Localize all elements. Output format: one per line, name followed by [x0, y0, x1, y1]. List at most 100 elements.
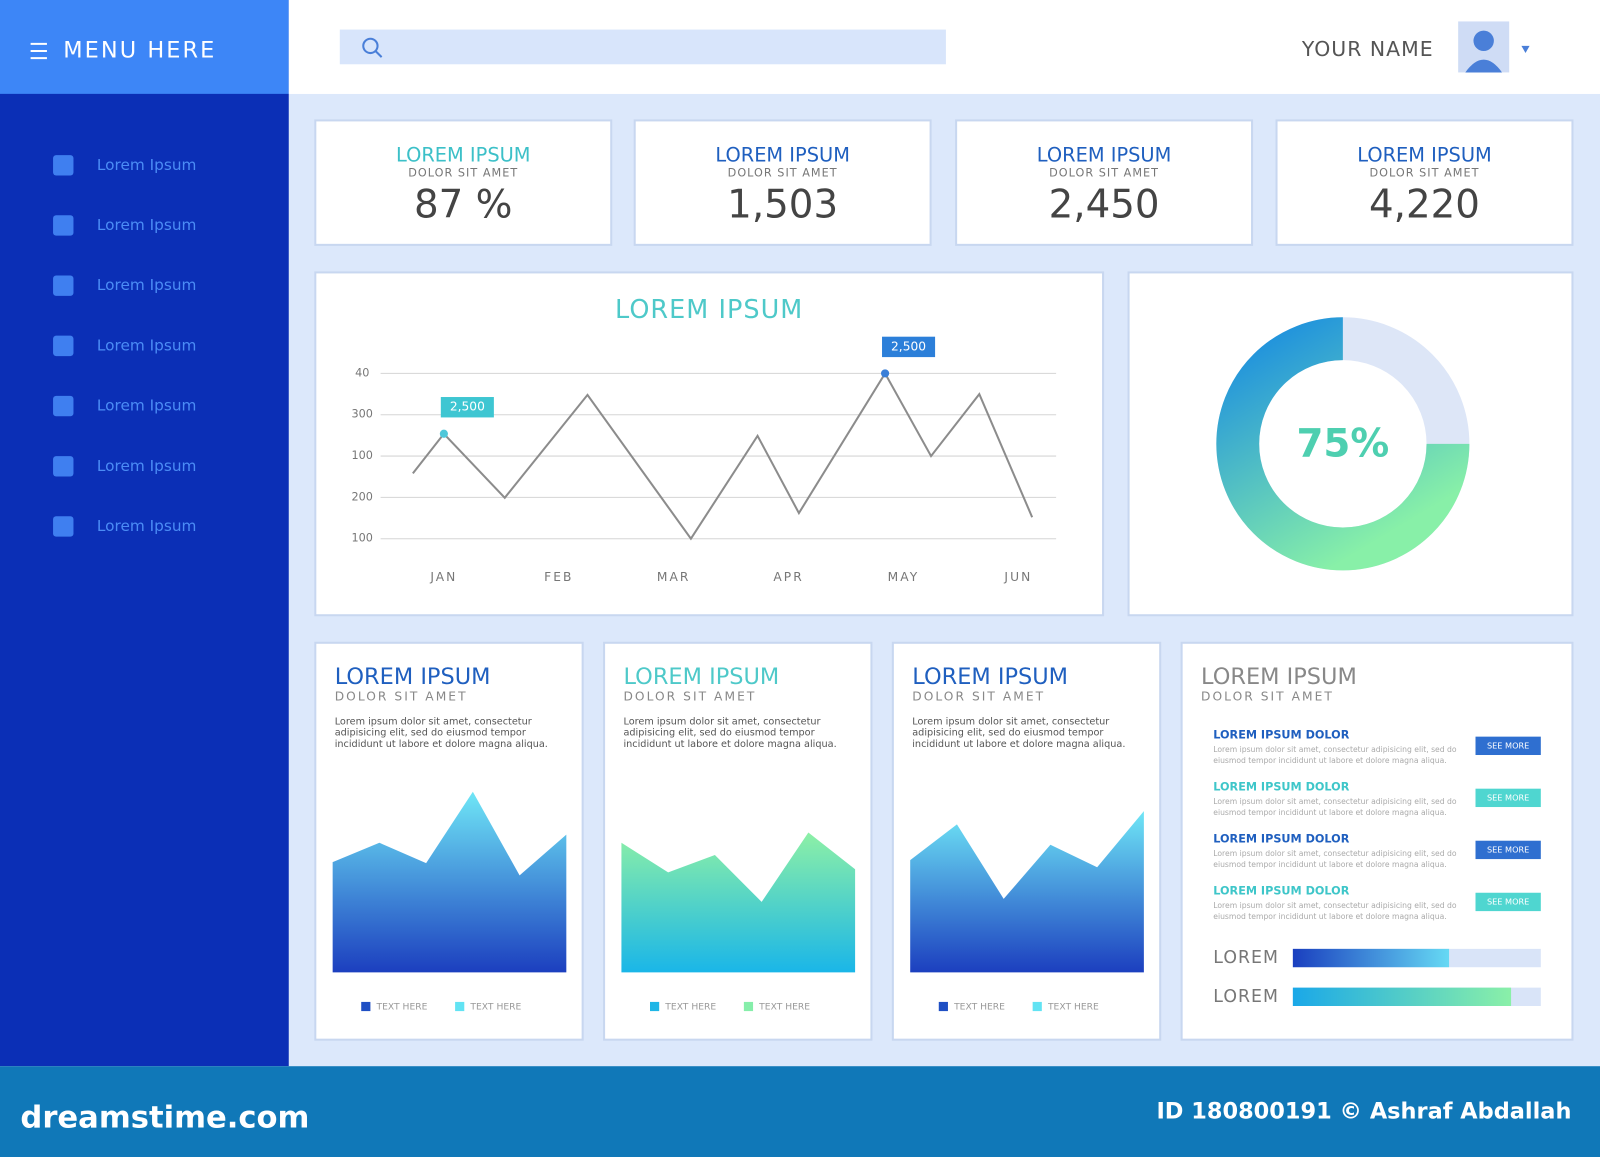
stat-value: 2,450	[1049, 183, 1160, 228]
menu-icon	[53, 215, 74, 236]
menu-item[interactable]: Lorem Ipsum	[97, 397, 197, 415]
button[interactable]	[1475, 892, 1541, 912]
footer	[0, 1066, 1600, 1157]
card-title: LOREM IPSUM	[623, 664, 779, 690]
menu-item[interactable]: Lorem Ipsum	[97, 216, 197, 234]
card	[1275, 119, 1574, 246]
menu-icon	[53, 395, 74, 417]
card	[314, 119, 613, 246]
callout	[882, 336, 936, 358]
button[interactable]	[1475, 736, 1541, 756]
bar-label: LOREM	[1213, 987, 1279, 1007]
card-text: adipisicing elit, sed do eiusmod tempor	[623, 728, 814, 739]
item-title: LOREM IPSUM DOLOR	[1213, 781, 1349, 794]
menu-bar	[0, 0, 289, 94]
stat-value: 4,220	[1369, 183, 1480, 228]
button-label[interactable]: SEE MORE	[1487, 896, 1529, 906]
card-title: LOREM IPSUM	[335, 664, 491, 690]
button-label[interactable]: SEE MORE	[1487, 740, 1529, 750]
area-series	[621, 832, 856, 973]
x-tick-label: MAR	[657, 570, 691, 584]
point	[881, 369, 890, 378]
item-text: Lorem ipsum dolor sit amet, consectetur …	[1213, 745, 1457, 754]
stat-subtitle: DOLOR SIT AMET	[1370, 166, 1480, 179]
stat-title: LOREM IPSUM	[1357, 144, 1492, 167]
user-name[interactable]: YOUR NAME	[1301, 37, 1434, 61]
y-tick-label: 40	[355, 366, 369, 379]
y-tick-label: 100	[352, 532, 373, 545]
card-text: incididunt ut labore et dolore magna ali…	[335, 739, 548, 750]
avatar-body	[1465, 59, 1503, 73]
footer-credit: ID 180800191 © Ashraf Abdallah	[1156, 1099, 1571, 1125]
stat-value: 87 %	[414, 183, 513, 228]
item-title: LOREM IPSUM DOLOR	[1213, 729, 1349, 742]
legend-label: TEXT HERE	[953, 1002, 1005, 1013]
menu-item[interactable]: Lorem Ipsum	[97, 276, 197, 294]
donut-segment	[1216, 317, 1470, 571]
bar-label: LOREM	[1213, 948, 1279, 968]
button[interactable]	[1475, 788, 1541, 808]
item-title: LOREM IPSUM DOLOR	[1213, 885, 1349, 898]
menu-item[interactable]: Lorem Ipsum	[97, 156, 197, 174]
y-tick-label: 300	[352, 408, 373, 421]
menu-icon[interactable]	[30, 42, 47, 60]
x-tick-label: FEB	[544, 570, 573, 584]
card	[314, 271, 1105, 617]
button-label[interactable]: SEE MORE	[1487, 792, 1529, 802]
dropdown-arrow[interactable]	[1521, 45, 1530, 54]
footer-site: dreamstime.com	[20, 1101, 309, 1136]
menu-item[interactable]: Lorem Ipsum	[97, 457, 197, 475]
card-text: incididunt ut labore et dolore magna ali…	[623, 739, 836, 750]
chart-title: LOREM IPSUM	[615, 295, 803, 325]
area-series	[910, 811, 1144, 973]
legend-swatch	[938, 1001, 948, 1012]
button-label[interactable]: SEE MORE	[1487, 844, 1529, 854]
donut-label: 75%	[1296, 421, 1389, 466]
item-text: Lorem ipsum dolor sit amet, consectetur …	[1213, 849, 1457, 858]
menu-item[interactable]: Lorem Ipsum	[97, 517, 197, 535]
stat-subtitle: DOLOR SIT AMET	[728, 166, 838, 179]
bar	[1292, 987, 1512, 1006]
legend-label: TEXT HERE	[469, 1002, 521, 1013]
item-text: Lorem ipsum dolor sit amet, consectetur …	[1213, 901, 1457, 910]
callout	[440, 397, 494, 418]
y-tick-label: 100	[352, 449, 373, 462]
x-tick-label: JUN	[1003, 570, 1032, 584]
item-text: eiusmod tempor incididunt ut labore et d…	[1213, 912, 1446, 921]
menu-icon	[53, 155, 74, 176]
area-series	[332, 791, 567, 973]
line-series	[412, 371, 1034, 541]
legend-label: TEXT HERE	[664, 1002, 716, 1013]
card-text: Lorem ipsum dolor sit amet, consectetur	[623, 716, 820, 727]
card-text: incididunt ut labore et dolore magna ali…	[912, 739, 1125, 750]
menu-icon	[53, 456, 74, 477]
avatar-head	[1473, 30, 1494, 52]
legend-swatch	[1032, 1001, 1042, 1012]
legend-swatch	[650, 1001, 660, 1012]
stat-title: LOREM IPSUM	[715, 144, 850, 167]
x-tick-label: JAN	[429, 570, 457, 584]
menu-title: MENU HERE	[63, 38, 216, 64]
button[interactable]	[1475, 840, 1541, 860]
panel-title: LOREM IPSUM	[1201, 664, 1357, 690]
card-subtitle: DOLOR SIT AMET	[335, 689, 468, 703]
menu-item[interactable]: Lorem Ipsum	[97, 336, 197, 354]
search-icon	[362, 37, 383, 58]
data-label: 2,500	[450, 400, 485, 414]
panel-subtitle: DOLOR SIT AMET	[1201, 689, 1334, 703]
item-text: eiusmod tempor incididunt ut labore et d…	[1213, 860, 1446, 869]
data-label: 2,500	[891, 339, 926, 353]
stat-subtitle: DOLOR SIT AMET	[1049, 166, 1159, 179]
search-bar[interactable]	[339, 29, 946, 65]
x-tick-label: APR	[773, 570, 803, 584]
bar	[1292, 948, 1450, 968]
item-title: LOREM IPSUM DOLOR	[1213, 833, 1349, 846]
item-text: eiusmod tempor incididunt ut labore et d…	[1213, 756, 1446, 765]
card	[633, 119, 932, 246]
stat-title: LOREM IPSUM	[1037, 144, 1172, 167]
legend-swatch	[743, 1001, 754, 1012]
card-subtitle: DOLOR SIT AMET	[623, 689, 756, 703]
menu-icon	[53, 516, 74, 537]
stat-value: 1,503	[727, 183, 838, 228]
